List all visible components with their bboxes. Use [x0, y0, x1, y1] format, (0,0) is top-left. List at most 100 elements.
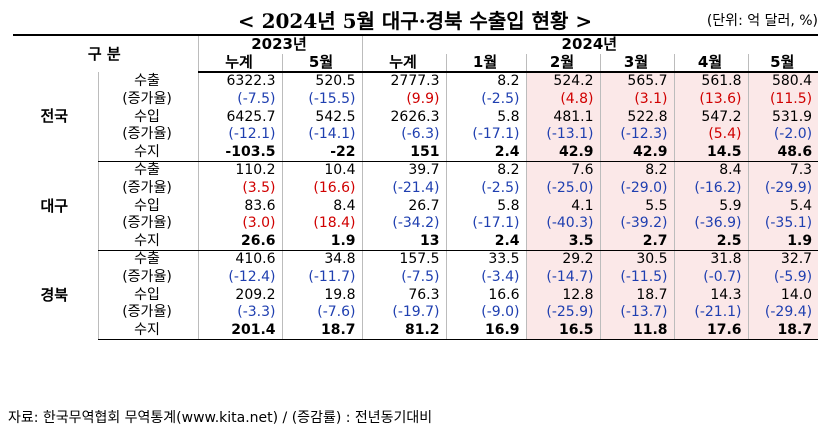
header-row-periods: 누계 5월 누계 1월 2월 3월 4월 5월: [13, 54, 819, 74]
value-cell: 8.4: [281, 197, 363, 215]
value-cell: (-16.2): [673, 179, 749, 198]
value-cell: (-29.9): [747, 179, 819, 198]
table-row: 수입 83.6 8.4 26.7 5.8 4.1 5.5 5.9 5.4: [13, 197, 819, 215]
value-cell: (-25.9): [525, 303, 601, 322]
value-cell: (18.4): [281, 214, 363, 233]
value-cell: 157.5: [361, 250, 447, 269]
value-cell: 8.2: [599, 161, 675, 180]
value-cell: (-7.5): [197, 90, 283, 109]
row-label: (증가율): [97, 268, 199, 287]
value-cell: 201.4: [197, 321, 283, 341]
table-row: 수지 -103.5 -22 151 2.4 42.9 42.9 14.5 48.6: [13, 143, 819, 163]
row-label: (증가율): [97, 179, 199, 198]
row-label: 수지: [97, 232, 199, 252]
value-cell: 29.2: [525, 250, 601, 269]
value-cell: (4.8): [525, 90, 601, 109]
table-row: 경북 수출 410.6 34.8 157.5 33.5 29.2 30.5 31.8 32.7: [13, 250, 819, 303]
value-cell: (-11.7): [281, 268, 363, 287]
value-cell: 6425.7: [197, 108, 283, 126]
row-label: 수입: [97, 108, 199, 126]
value-cell: (5.4): [673, 125, 749, 144]
value-cell: 565.7: [599, 72, 675, 91]
value-cell: 542.5: [281, 108, 363, 126]
value-cell: 76.3: [361, 286, 447, 304]
header-col: 1월: [445, 54, 527, 74]
value-cell: 580.4: [747, 72, 819, 91]
value-cell: 10.4: [281, 161, 363, 180]
row-label: (증가율): [97, 90, 199, 109]
value-cell: (-13.7): [599, 303, 675, 322]
value-cell: 5.8: [445, 197, 527, 215]
table-row: 전국 수출 6322.3 520.5 2777.3 8.2 524.2 565.7 561.8 5…: [13, 72, 819, 125]
value-cell: 5.8: [445, 108, 527, 126]
table-row: (증가율) (-7.5) (-15.5) (9.9) (-2.5) (4.8) (3.1)(…: [13, 90, 819, 109]
value-cell: (3.5): [197, 179, 283, 198]
value-cell: (-14.7): [525, 268, 601, 287]
value-cell: (-21.1): [673, 303, 749, 322]
header-col: 3월: [599, 54, 675, 74]
value-cell: 410.6: [197, 250, 283, 269]
value-cell: 39.7: [361, 161, 447, 180]
value-cell: 2.5: [673, 232, 749, 252]
header-row-years: 구 분 2023년 2024년: [13, 33, 819, 73]
header-col: 4월: [673, 54, 749, 74]
value-cell: 561.8: [673, 72, 749, 91]
value-cell: (16.6): [281, 179, 363, 198]
value-cell: (-2.5): [445, 179, 527, 198]
value-cell: 26.7: [361, 197, 447, 215]
unit-note: (단위: 억 달러, %): [706, 13, 818, 29]
header-year-2024: 2024년: [361, 34, 819, 54]
value-cell: (9.9): [361, 90, 447, 109]
value-cell: (-6.3): [361, 125, 447, 144]
row-label: 수지: [97, 321, 199, 341]
region-label: 대구: [40, 196, 69, 215]
value-cell: 34.8: [281, 250, 363, 269]
row-label: 수출: [97, 161, 199, 180]
value-cell: (-2.5): [445, 90, 527, 109]
value-cell: (-34.2): [361, 214, 447, 233]
value-cell: 5.9: [673, 197, 749, 215]
value-cell: (-14.1): [281, 125, 363, 144]
table-row: (증가율) (-12.1) (-14.1) (-6.3) (-17.1) (-13.1)(…: [13, 125, 819, 144]
value-cell: 16.5: [525, 321, 601, 341]
value-cell: 2.7: [599, 232, 675, 252]
value-cell: 2777.3: [361, 72, 447, 91]
value-cell: (3.0): [197, 214, 283, 233]
value-cell: 1.9: [747, 232, 819, 252]
row-label: 수출: [97, 250, 199, 269]
value-cell: (3.1): [599, 90, 675, 109]
row-label: 수지: [97, 143, 199, 163]
value-cell: 2.4: [445, 143, 527, 163]
value-cell: (-29.4): [747, 303, 819, 322]
value-cell: 12.8: [525, 286, 601, 304]
table-row: 수지 26.6 1.9 13 2.4 3.5 2.7 2.5 1.9: [13, 232, 819, 252]
value-cell: 6322.3: [197, 72, 283, 91]
header-col: 2월: [525, 54, 601, 74]
value-cell: 42.9: [525, 143, 601, 163]
row-label: 수입: [97, 286, 199, 304]
value-cell: (-25.0): [525, 179, 601, 198]
value-cell: 8.2: [445, 161, 527, 180]
table-row: 수지 201.4 18.7 81.2 16.9 16.5 11.8 17.6 18.7: [13, 321, 819, 341]
value-cell: 81.2: [361, 321, 447, 341]
value-cell: (-36.9): [673, 214, 749, 233]
value-cell: (-9.0): [445, 303, 527, 322]
header-col: 5월: [747, 54, 819, 74]
value-cell: 26.6: [197, 232, 283, 252]
table-row: 대구 수출 110.2 10.4 39.7 8.2 7.6 8.2 8.4 7.3: [13, 161, 819, 214]
trade-table: 구 분 2023년 2024년 누계 5월 누계 1월 2월 3월 4월 5월 …: [13, 33, 819, 341]
value-cell: 13: [361, 232, 447, 252]
value-cell: 151: [361, 143, 447, 163]
value-cell: 1.9: [281, 232, 363, 252]
value-cell: 18.7: [281, 321, 363, 341]
table-row: (증가율) (-12.4) (-11.7) (-7.5) (-3.4) (-14.7) (-…: [13, 268, 819, 287]
row-label: 수입: [97, 197, 199, 215]
row-label: (증가율): [97, 214, 199, 233]
value-cell: 7.6: [525, 161, 601, 180]
value-cell: 14.5: [673, 143, 749, 163]
value-cell: 8.4: [673, 161, 749, 180]
value-cell: (-3.3): [197, 303, 283, 322]
value-cell: (-0.7): [673, 268, 749, 287]
value-cell: 48.6: [747, 143, 819, 163]
table-row: 수입 6425.7 542.5 2626.3 5.8 481.1 522.8 547.2 531…: [13, 108, 819, 126]
